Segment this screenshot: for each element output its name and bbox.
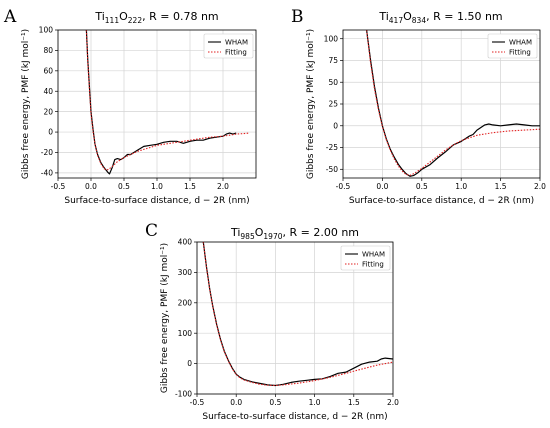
- y-axis-label: Gibbs free energy, PMF (kJ mol⁻¹): [21, 29, 31, 179]
- x-tick-label: 0.5: [416, 182, 428, 191]
- chart-title: Ti417O834, R = 1.50 nm: [378, 10, 502, 25]
- y-tick-label: 50: [328, 78, 338, 87]
- x-axis-label: Surface-to-surface distance, d − 2R (nm): [349, 196, 534, 206]
- y-tick-label: 0: [48, 128, 53, 137]
- x-tick-label: 0.5: [118, 182, 130, 191]
- legend-label-fitting: Fitting: [225, 49, 247, 57]
- y-tick-label: -25: [326, 143, 338, 152]
- plot-frame: [342, 29, 541, 179]
- y-tick-label: 200: [178, 298, 193, 307]
- title-formula-ti: Ti: [230, 226, 240, 239]
- x-tick-label: 0.5: [269, 398, 281, 407]
- panel-letter: B: [291, 7, 304, 27]
- y-axis-label: Gibbs free energy, PMF (kJ mol⁻¹): [306, 29, 316, 179]
- series-group: [366, 30, 540, 177]
- chart-title: Ti111O222, R = 0.78 nm: [94, 10, 218, 25]
- plot-frame: [57, 29, 257, 179]
- title-subscript-ti: 985: [240, 232, 255, 241]
- y-tick-label: 80: [43, 46, 53, 55]
- y-tick-label: 0: [187, 359, 192, 368]
- series-group: [85, 30, 250, 175]
- x-tick-label: -0.5: [51, 182, 66, 191]
- y-tick-label: -100: [175, 390, 192, 399]
- y-tick-label: 25: [328, 100, 338, 109]
- x-tick-label: 2.0: [534, 182, 546, 191]
- y-tick-label: 75: [328, 56, 338, 65]
- title-radius: , R = 0.78 nm: [142, 10, 219, 23]
- legend-box: [203, 33, 254, 59]
- series-line-fitting: [202, 242, 393, 387]
- y-tick-label: 300: [178, 268, 193, 277]
- title-subscript-o: 834: [412, 16, 427, 25]
- legend-label-wham: WHAM: [225, 39, 248, 47]
- legend-box: [487, 33, 538, 59]
- y-tick-label: 0: [333, 121, 338, 130]
- y-tick-label: -50: [326, 165, 338, 174]
- title-subscript-ti: 417: [389, 16, 404, 25]
- x-tick-label: 2.0: [217, 182, 229, 191]
- legend-box: [340, 245, 391, 271]
- panel-letter: A: [3, 7, 17, 27]
- y-tick-label: 100: [178, 329, 193, 338]
- y-tick-label: 400: [178, 238, 193, 247]
- y-axis-label: Gibbs free energy, PMF (kJ mol⁻¹): [160, 243, 170, 393]
- title-subscript-ti: 111: [105, 16, 120, 25]
- title-formula-ti: Ti: [378, 10, 388, 23]
- legend-label-wham: WHAM: [509, 39, 532, 47]
- y-tick-label: -40: [41, 168, 53, 177]
- x-axis-label: Surface-to-surface distance, d − 2R (nm): [64, 196, 249, 206]
- x-tick-label: 1.0: [455, 182, 467, 191]
- y-tick-label: 100: [39, 26, 54, 35]
- title-radius: , R = 1.50 nm: [426, 10, 503, 23]
- series-line-fitting: [366, 30, 540, 176]
- y-tick-label: 40: [43, 87, 53, 96]
- y-tick-label: -20: [41, 148, 53, 157]
- x-tick-label: 0.0: [376, 182, 388, 191]
- x-axis-label: Surface-to-surface distance, d − 2R (nm): [202, 412, 387, 422]
- x-tick-label: 1.5: [495, 182, 507, 191]
- chart-panel-c: C Ti985O1970, R = 2.00 nm -0.5 0.0 0.5 1.0 1.5…: [145, 221, 399, 422]
- title-formula-ti: Ti: [94, 10, 104, 23]
- x-tick-label: 1.5: [348, 398, 360, 407]
- chart-panel-b: B Ti417O834, R = 1.50 nm -0.5 0.0 0.5 1.0 1.5 2…: [291, 7, 546, 206]
- chart-title: Ti985O1970, R = 2.00 nm: [230, 226, 359, 241]
- title-radius: , R = 2.00 nm: [283, 226, 360, 239]
- x-tick-label: 1.5: [184, 182, 196, 191]
- y-tick-label: 20: [43, 107, 53, 116]
- legend-label-wham: WHAM: [362, 251, 385, 259]
- chart-panel-a: A Ti111O222, R = 0.78 nm -0.5 0.0 0.5 1.0 1.5 2…: [3, 7, 257, 206]
- title-subscript-o: 1970: [263, 232, 282, 241]
- title-formula-o: O: [119, 10, 128, 23]
- y-tick-label: 60: [43, 66, 53, 75]
- x-tick-label: 1.0: [309, 398, 321, 407]
- x-tick-label: -0.5: [190, 398, 205, 407]
- y-tick-label: 100: [324, 34, 339, 43]
- x-tick-label: 1.0: [151, 182, 163, 191]
- title-formula-o: O: [255, 226, 264, 239]
- series-group: [202, 242, 393, 387]
- title-subscript-o: 222: [128, 16, 143, 25]
- legend-label-fitting: Fitting: [509, 49, 531, 57]
- x-tick-label: 0.0: [230, 398, 242, 407]
- panel-letter: C: [145, 221, 158, 241]
- title-formula-o: O: [403, 10, 412, 23]
- legend-label-fitting: Fitting: [362, 261, 384, 269]
- series-line-fitting: [85, 30, 250, 171]
- plot-frame: [196, 241, 394, 395]
- x-tick-label: 2.0: [387, 398, 399, 407]
- x-tick-label: 0.0: [85, 182, 97, 191]
- x-tick-label: -0.5: [336, 182, 351, 191]
